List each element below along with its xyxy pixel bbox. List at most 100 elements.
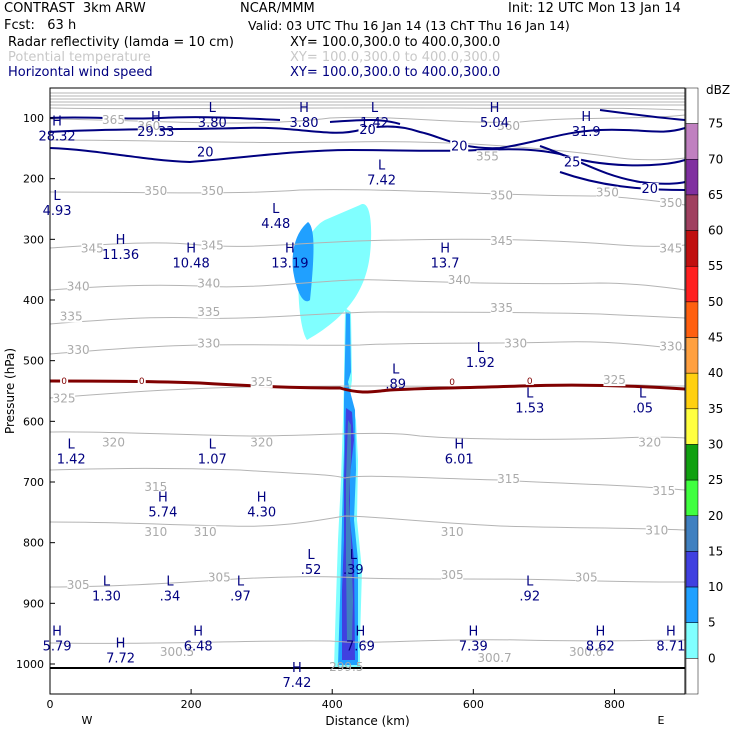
theta-label: 340 (67, 280, 90, 294)
high-marker: H (186, 242, 196, 257)
theta-label: 305 (67, 578, 90, 592)
y-tick-label: 700 (23, 476, 44, 489)
theta-label-bg (448, 274, 471, 287)
theta-label: 360 (137, 119, 160, 133)
theta-label-bg (497, 473, 520, 485)
theta-label-bg (102, 113, 125, 126)
wind-contour-line (559, 171, 686, 191)
theta-contour-line (49, 384, 686, 399)
extremum-value: 1.53 (515, 402, 544, 417)
wind-contour-line (599, 109, 686, 121)
high-marker: H (52, 114, 62, 129)
y-tick-label: 100 (23, 112, 44, 125)
theta-label: 325 (603, 373, 626, 387)
theta-label-bg (67, 280, 90, 293)
reflectivity-upper-15 (292, 222, 314, 302)
theta-label-bg (638, 436, 661, 449)
zero-contour-label: 0 (449, 378, 455, 388)
theta-label-bg (652, 485, 675, 498)
low-marker: L (166, 575, 174, 590)
extremum-value: 28.32 (38, 129, 75, 144)
theta-contour-line (49, 279, 686, 291)
theta-label-bg (81, 242, 104, 255)
model-title: CONTRAST 3km ARW (4, 1, 146, 16)
extremum-value: 10.48 (173, 257, 210, 272)
theta-label: 355 (476, 149, 499, 163)
theta-label: 310 (441, 525, 464, 539)
low-marker: L (53, 189, 61, 204)
colorbar-level-label: 35 (708, 402, 723, 416)
high-marker: H (292, 661, 302, 676)
theta-label: 345 (81, 241, 104, 255)
extremum-value: .92 (519, 590, 540, 605)
theta-label-bg (194, 525, 217, 538)
low-marker: L (103, 575, 111, 590)
extremum-value: 4.48 (261, 217, 290, 232)
colorbar-bin (685, 372, 699, 410)
low-marker: L (209, 438, 217, 453)
extremum-value: 7.39 (459, 639, 488, 654)
theta-label-bg (137, 119, 160, 132)
theta-label: 320 (102, 436, 125, 450)
theta-label-bg (659, 196, 682, 209)
theta-label: 310 (144, 525, 167, 539)
high-marker: H (454, 438, 464, 453)
wind-label-bg (196, 146, 215, 159)
chart-marks: 0 200 400 600 800100200300400500600700800900… (3, 101, 685, 728)
extremum-value: 7.42 (367, 174, 396, 189)
x-tick-label: 600 (463, 698, 484, 711)
x-tick-label: 0 (47, 698, 54, 711)
extremum-value: 5.74 (148, 505, 177, 520)
theta-label: 335 (490, 301, 513, 315)
low-marker: L (378, 159, 386, 174)
colorbar-bin (685, 515, 699, 552)
colorbar-level-label: 15 (708, 544, 723, 558)
zero-contour-label: 0 (527, 377, 533, 387)
theta-surface-label: 299.5 (329, 660, 363, 674)
colorbar-unit: dBZ (706, 83, 730, 97)
colorbar-bin (685, 586, 699, 623)
theta-contour-line (49, 189, 686, 206)
theta-label-bg (102, 436, 125, 449)
extremum-value: 7.69 (346, 639, 375, 654)
high-marker: H (151, 110, 161, 125)
theta-label: 350 (596, 186, 619, 200)
theta-label: 315 (652, 484, 675, 498)
theta-label-bg (603, 374, 626, 387)
zero-label-bg (137, 375, 146, 385)
theta-contour-line (49, 107, 686, 111)
y-tick-label: 900 (23, 597, 44, 610)
y-tick-label: 500 (23, 355, 44, 368)
high-marker: H (299, 101, 309, 116)
theta-contour-line (49, 139, 686, 161)
field-theta-label: Potential temperature (8, 50, 151, 65)
theta-contour-line (49, 468, 686, 491)
extremum-value: 1.07 (198, 453, 227, 468)
theta-label-bg (208, 571, 231, 584)
x-tick-label: 800 (604, 698, 625, 711)
theta-label-bg (596, 186, 619, 199)
y-tick-label: 600 (23, 415, 44, 428)
colorbar-level-label: 50 (708, 295, 723, 309)
colorbar-bin (685, 301, 699, 338)
wind-contour-line (49, 147, 686, 167)
wind-label-bg (563, 156, 582, 169)
theta-label-bg (504, 337, 527, 350)
wind-contour-label: 20 (197, 146, 214, 161)
colorbar-level-label: 70 (708, 152, 723, 166)
extremum-value: 7.72 (106, 652, 135, 667)
colorbar-level-label: 55 (708, 259, 723, 273)
colorbar-bin (685, 87, 699, 124)
field-reflectivity-xy: XY= 100.0,300.0 to 400.0,300.0 (290, 35, 501, 50)
y-axis-label: Pressure (hPa) (3, 348, 17, 434)
extremum-value: 4.93 (43, 204, 72, 219)
extremum-value: .05 (632, 402, 653, 417)
x-end-label-west: W (82, 714, 93, 727)
forecast-hour: Fcst: 63 h (4, 18, 77, 33)
theta-label-bg (197, 277, 220, 290)
zero-label-bg (525, 375, 534, 385)
theta-label-bg (476, 150, 499, 163)
colorbar-bin (685, 479, 699, 517)
theta-label: 345 (490, 234, 513, 248)
